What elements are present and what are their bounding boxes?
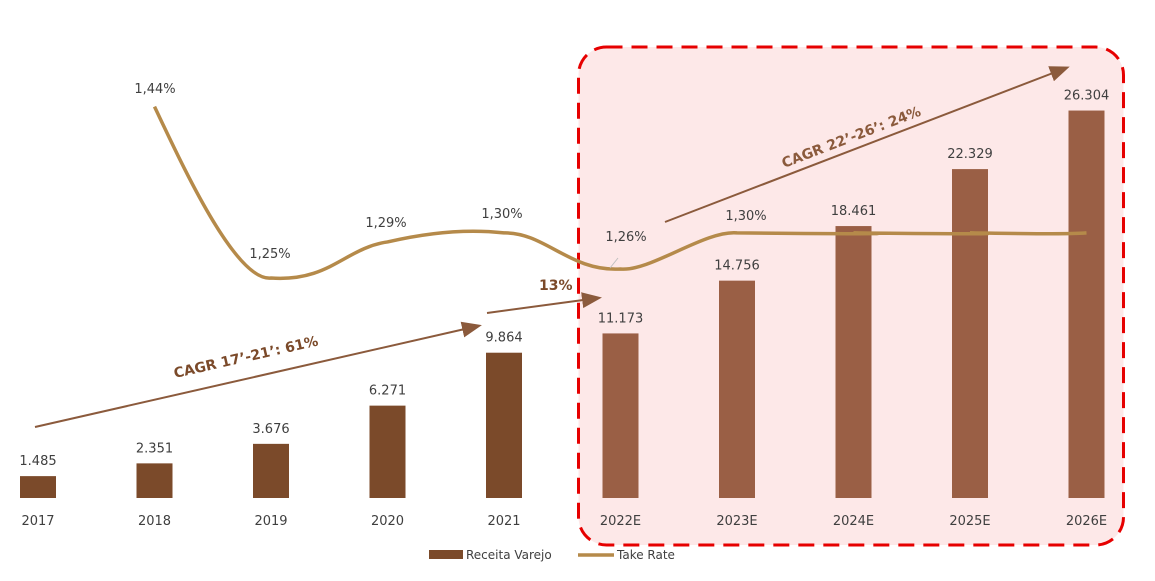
x-tick-label: 2023E <box>716 514 757 529</box>
take-rate-label: 1,25% <box>249 247 290 262</box>
bar-value-label: 26.304 <box>1064 89 1110 104</box>
bar-value-label: 18.461 <box>831 204 877 219</box>
bar-2017 <box>20 476 56 498</box>
bar-2021 <box>486 352 522 498</box>
bar-value-label: 1.485 <box>19 454 56 469</box>
bar-2018 <box>136 463 173 498</box>
bar-2025e <box>952 169 988 499</box>
legend-label-take-rate: Take Rate <box>616 548 675 562</box>
bar-2026e <box>1068 110 1105 498</box>
bar-2022e <box>602 333 639 498</box>
bar-value-label: 22.329 <box>947 147 993 162</box>
x-tick-label: 2022E <box>600 514 641 529</box>
x-tick-label: 2025E <box>949 514 990 529</box>
take-rate-label: 1,29% <box>365 216 406 231</box>
x-tick-label: 2019 <box>254 514 287 529</box>
bar-2024e <box>835 226 872 499</box>
x-tick-label: 2026E <box>1066 514 1107 529</box>
take-rate-label: 1,30% <box>481 207 522 222</box>
bar-value-label: 6.271 <box>369 384 406 399</box>
bar-2020 <box>369 405 406 498</box>
growth-label-13: 13% <box>539 278 573 294</box>
bar-value-label: 11.173 <box>598 311 644 326</box>
x-tick-label: 2021 <box>487 514 520 529</box>
take-rate-label: 1,26% <box>605 230 646 245</box>
take-rate-labels: 1,44% 1,25% 1,29% 1,30% 1,26% 1,30% <box>134 82 766 262</box>
bar-2019 <box>253 443 289 498</box>
growth-arrow-2021-2022 <box>486 292 602 314</box>
x-axis-tick-labels: 2017 2018 2019 2020 2021 2022E 2023E 2024E 2025E… <box>21 514 1107 529</box>
legend-label-receita-varejo: Receita Varejo <box>466 548 552 562</box>
bar-2023e <box>719 280 755 498</box>
bar-value-label: 14.756 <box>714 259 760 274</box>
x-tick-label: 2017 <box>21 514 54 529</box>
bar-value-labels: 1.485 2.351 3.676 6.271 9.864 11.173 14.756 18.… <box>19 89 1109 470</box>
legend: Receita Varejo Take Rate <box>429 548 675 562</box>
cagr-arrow-2022-2026 <box>664 66 1070 223</box>
take-rate-label: 1,44% <box>134 82 175 97</box>
bar-series <box>20 110 1105 499</box>
take-rate-label: 1,30% <box>725 209 766 224</box>
label-leader-line <box>609 257 619 269</box>
x-tick-label: 2018 <box>138 514 171 529</box>
cagr-arrow-2017-2021 <box>34 321 482 428</box>
bar-value-label: 9.864 <box>485 331 522 346</box>
legend-swatch-receita-varejo <box>429 550 463 559</box>
bar-value-label: 3.676 <box>252 422 289 437</box>
take-rate-line <box>152 105 1087 280</box>
cagr-label-2017-2021: CAGR 17’-21’: 61% <box>172 334 320 382</box>
x-tick-label: 2020 <box>371 514 404 529</box>
bar-value-label: 2.351 <box>136 441 173 456</box>
x-tick-label: 2024E <box>833 514 874 529</box>
